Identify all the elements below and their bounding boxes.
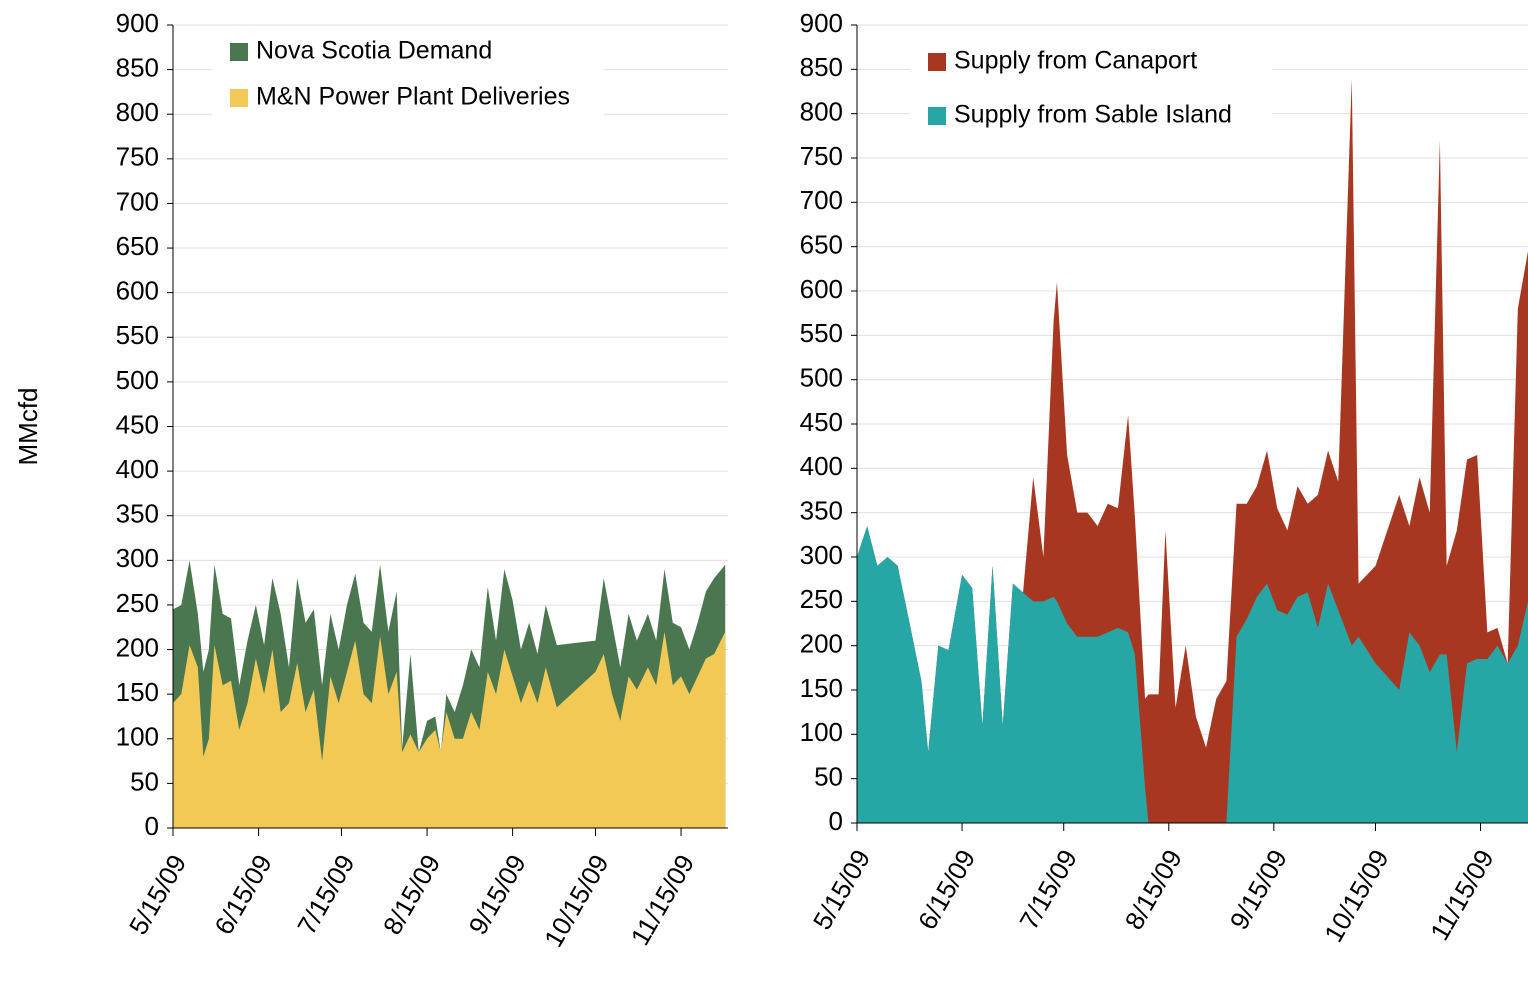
y-tick-label: 900: [800, 8, 843, 38]
y-tick-label: 850: [800, 52, 843, 82]
y-tick-label: 250: [800, 584, 843, 614]
y-tick-label: 700: [116, 186, 159, 216]
y-tick-label: 350: [800, 496, 843, 526]
y-tick-label: 450: [800, 407, 843, 437]
legend: Supply from Canaport Supply from Sable Is…: [910, 38, 1272, 150]
subchart: 0 50 100 150 200 250 300 350 400 450 500 550 600 650 7…: [800, 8, 1528, 947]
y-tick-label: 650: [800, 230, 843, 260]
x-tick-label: 8/15/09: [1119, 844, 1188, 934]
y-tick-label: 800: [800, 97, 843, 127]
subchart: 0 50 100 150 200 250 300 350 400 450 500 550 600 650 7…: [13, 8, 728, 952]
x-tick-label: 9/15/09: [462, 849, 531, 939]
x-tick-label: 10/15/09: [538, 849, 615, 952]
y-tick-label: 550: [116, 320, 159, 350]
legend-label: Supply from Canaport: [954, 47, 1197, 75]
y-tick-label: 0: [829, 806, 843, 836]
y-tick-label: 100: [800, 717, 843, 747]
legend-box: [212, 28, 604, 124]
x-tick-label: 6/15/09: [912, 844, 981, 934]
area: [173, 631, 726, 828]
x-tick-label: 6/15/09: [208, 849, 277, 939]
y-tick-label: 750: [800, 141, 843, 171]
legend-swatch: [230, 89, 248, 107]
y-tick-label: 300: [116, 543, 159, 573]
legend-swatch: [928, 53, 946, 71]
y-tick-label: 850: [116, 52, 159, 82]
x-tick-label: 8/15/09: [377, 849, 446, 939]
y-tick-label: 600: [800, 274, 843, 304]
area: [857, 525, 1528, 823]
y-tick-label: 600: [116, 276, 159, 306]
y-tick-label: 100: [116, 722, 159, 752]
x-tick-label: 11/15/09: [625, 849, 701, 950]
x-tick-label: 7/15/09: [291, 849, 360, 939]
x-tick-label: 5/15/09: [123, 849, 192, 939]
legend-swatch: [230, 43, 248, 61]
y-tick-label: 200: [116, 632, 159, 662]
y-tick-label: 500: [800, 363, 843, 393]
x-tick-label: 10/15/09: [1318, 844, 1395, 947]
legend-label: Nova Scotia Demand: [256, 37, 492, 65]
y-tick-label: 300: [800, 540, 843, 570]
y-axis-label: MMcfd: [13, 388, 43, 466]
y-tick-label: 550: [800, 318, 843, 348]
x-tick-label: 7/15/09: [1014, 844, 1083, 934]
y-tick-label: 900: [116, 8, 159, 38]
y-tick-label: 150: [116, 677, 159, 707]
legend-swatch: [928, 107, 946, 125]
y-tick-label: 50: [130, 766, 159, 796]
y-tick-label: 500: [116, 365, 159, 395]
x-tick-label: 5/15/09: [807, 844, 876, 934]
y-tick-label: 400: [116, 454, 159, 484]
y-tick-label: 200: [800, 629, 843, 659]
y-tick-label: 150: [800, 673, 843, 703]
y-tick-label: 450: [116, 409, 159, 439]
legend: Nova Scotia Demand M&N Power Plant Delive…: [212, 28, 604, 124]
y-tick-label: 750: [116, 142, 159, 172]
y-tick-label: 0: [145, 811, 159, 841]
y-tick-label: 400: [800, 451, 843, 481]
legend-box: [910, 38, 1272, 150]
legend-label: M&N Power Plant Deliveries: [256, 83, 570, 111]
x-tick-label: 11/15/09: [1424, 844, 1500, 945]
legend-label: Supply from Sable Island: [954, 101, 1232, 129]
y-tick-label: 700: [800, 185, 843, 215]
y-tick-label: 250: [116, 588, 159, 618]
y-tick-label: 800: [116, 97, 159, 127]
x-tick-label: 9/15/09: [1224, 844, 1293, 934]
y-tick-label: 50: [814, 762, 843, 792]
y-tick-label: 350: [116, 499, 159, 529]
y-tick-label: 650: [116, 231, 159, 261]
